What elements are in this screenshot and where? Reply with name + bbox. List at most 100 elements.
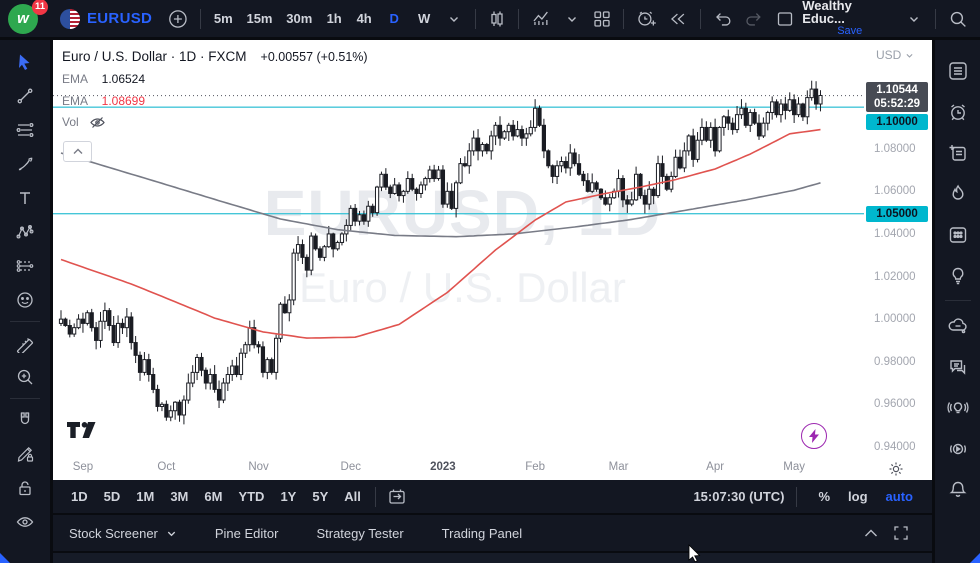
range-5y[interactable]: 5Y xyxy=(312,489,329,504)
go-to-date-icon[interactable] xyxy=(382,482,412,512)
compare-add-icon[interactable] xyxy=(162,4,194,34)
indicators-chevron-down-icon[interactable] xyxy=(557,4,587,34)
chat-icon[interactable] xyxy=(941,346,975,387)
streams-icon[interactable] xyxy=(941,428,975,469)
boost-lightning-icon[interactable] xyxy=(801,423,827,449)
xabcd-pattern-tool-icon[interactable] xyxy=(10,215,40,249)
axis-currency-dropdown[interactable]: USD xyxy=(876,48,914,62)
timeframe-1w[interactable]: W xyxy=(418,11,431,26)
zoom-in-tool-icon[interactable] xyxy=(10,360,40,394)
cloud-save-menu[interactable]: Wealthy Educ... Save xyxy=(802,0,897,38)
watchlist-icon[interactable] xyxy=(941,50,975,91)
divider xyxy=(796,486,798,507)
divider xyxy=(699,8,701,29)
range-1d[interactable]: 1D xyxy=(71,489,88,504)
alerts-icon[interactable] xyxy=(941,91,975,132)
price-tick: 1.04000 xyxy=(874,228,916,240)
trend-line-tool-icon[interactable] xyxy=(10,79,40,113)
emoji-tool-icon[interactable] xyxy=(10,283,40,317)
minds-icon[interactable] xyxy=(941,305,975,346)
notes-icon[interactable] xyxy=(941,132,975,173)
chart-settings-gear-icon[interactable] xyxy=(888,461,904,477)
hotlists-icon[interactable] xyxy=(941,173,975,214)
cursor-tool-icon[interactable] xyxy=(10,45,40,79)
tab-strategy-tester[interactable]: Strategy Tester xyxy=(316,525,404,541)
search-icon[interactable] xyxy=(942,4,974,34)
time-axis[interactable]: Sep Oct Nov Dec 2023 Feb Mar Apr May xyxy=(53,457,864,480)
symbol-button[interactable]: EURUSD xyxy=(87,10,153,27)
layout-templates-icon[interactable] xyxy=(587,4,617,34)
range-6m[interactable]: 6M xyxy=(204,489,223,504)
legend-collapse-button[interactable] xyxy=(63,141,92,162)
undo-icon[interactable] xyxy=(707,4,739,34)
timeframe-1h[interactable]: 1h xyxy=(326,11,342,26)
fib-retracement-tool-icon[interactable] xyxy=(10,113,40,147)
divider xyxy=(10,321,40,322)
percent-scale-button[interactable]: % xyxy=(818,489,831,504)
auto-scale-button[interactable]: auto xyxy=(885,489,913,504)
chart-panel[interactable]: EURUSD, 1D Euro / U.S. Dollar Euro / U.S… xyxy=(53,40,932,480)
ema-indicator-label[interactable]: EMA xyxy=(62,94,89,108)
volume-indicator-label[interactable]: Vol xyxy=(62,115,79,129)
save-button[interactable]: Save xyxy=(837,25,863,37)
layout-select-icon[interactable] xyxy=(770,4,800,34)
divider xyxy=(475,8,477,29)
bar-countdown: 05:52:29 xyxy=(873,97,921,110)
price-axis[interactable]: USD 1.10544 05:52:29 1.10000 1.05000 1.0… xyxy=(864,45,932,457)
symbol-flag-icon xyxy=(60,8,80,29)
calendar-icon[interactable] xyxy=(941,214,975,255)
text-tool-icon[interactable] xyxy=(10,181,40,215)
price-tick: 1.06000 xyxy=(874,185,916,198)
ema-indicator-label[interactable]: EMA xyxy=(62,72,89,86)
measure-tool-icon[interactable] xyxy=(10,326,40,360)
timeframe-chevron-down-icon[interactable] xyxy=(439,4,469,34)
timeframe-1d-active[interactable]: D xyxy=(389,11,399,26)
timeframe-5m[interactable]: 5m xyxy=(213,11,233,26)
range-5d[interactable]: 5D xyxy=(103,489,121,504)
saved-layout-name: Wealthy Educ... xyxy=(802,0,852,26)
symbol-title[interactable]: Euro / U.S. Dollar · 1D · FXCM xyxy=(62,49,247,64)
timeframe-30m[interactable]: 30m xyxy=(286,11,313,26)
lock-all-drawings-icon[interactable] xyxy=(10,471,40,505)
chart-plot-area[interactable] xyxy=(53,45,864,457)
redo-icon[interactable] xyxy=(738,4,770,34)
bottom-panel-bar: Stock Screener Pine Editor Strategy Test… xyxy=(53,515,932,553)
volume-hidden-eye-icon[interactable] xyxy=(89,115,106,130)
alert-add-icon[interactable] xyxy=(630,4,662,34)
tab-stock-screener[interactable]: Stock Screener xyxy=(69,526,177,541)
range-1m[interactable]: 1M xyxy=(136,489,155,504)
panel-expand-chevron-up-icon[interactable] xyxy=(856,518,886,548)
tab-pine-editor[interactable]: Pine Editor xyxy=(214,525,279,541)
log-scale-button[interactable]: log xyxy=(848,489,868,504)
tradingview-watermark-logo-icon[interactable] xyxy=(66,421,96,439)
range-ytd[interactable]: YTD xyxy=(238,489,265,504)
right-sidebar xyxy=(932,40,980,563)
range-1y[interactable]: 1Y xyxy=(280,489,297,504)
hide-all-drawings-icon[interactable] xyxy=(10,505,40,539)
user-menu-button[interactable]: w 11 xyxy=(6,0,48,36)
layout-chevron-down-icon[interactable] xyxy=(899,4,929,34)
bar-replay-icon[interactable] xyxy=(662,4,694,34)
brush-tool-icon[interactable] xyxy=(10,147,40,181)
range-all[interactable]: All xyxy=(344,489,361,504)
live-ideas-icon[interactable] xyxy=(941,387,975,428)
tab-trading-panel[interactable]: Trading Panel xyxy=(441,525,523,541)
timeframe-4h[interactable]: 4h xyxy=(356,11,372,26)
ideas-icon[interactable] xyxy=(941,255,975,296)
drawing-lock-tool-icon[interactable] xyxy=(10,437,40,471)
time-axis-label: Oct xyxy=(157,461,176,473)
magnet-tool-icon[interactable] xyxy=(10,403,40,437)
candle-style-icon[interactable] xyxy=(482,4,512,34)
drawing-toolbar xyxy=(0,40,53,563)
time-axis-label: 2023 xyxy=(430,461,456,473)
corner-resize-accent xyxy=(0,553,10,563)
notifications-bell-icon[interactable] xyxy=(941,469,975,510)
divider xyxy=(518,8,520,29)
forecast-tool-icon[interactable] xyxy=(10,249,40,283)
timeframe-15m[interactable]: 15m xyxy=(246,11,273,26)
fullscreen-icon[interactable] xyxy=(886,518,916,548)
last-price-badge: 1.10544 05:52:29 xyxy=(866,81,928,112)
indicators-icon[interactable] xyxy=(525,4,557,34)
range-3m[interactable]: 3M xyxy=(170,489,189,504)
server-clock[interactable]: 15:07:30 (UTC) xyxy=(693,489,785,504)
